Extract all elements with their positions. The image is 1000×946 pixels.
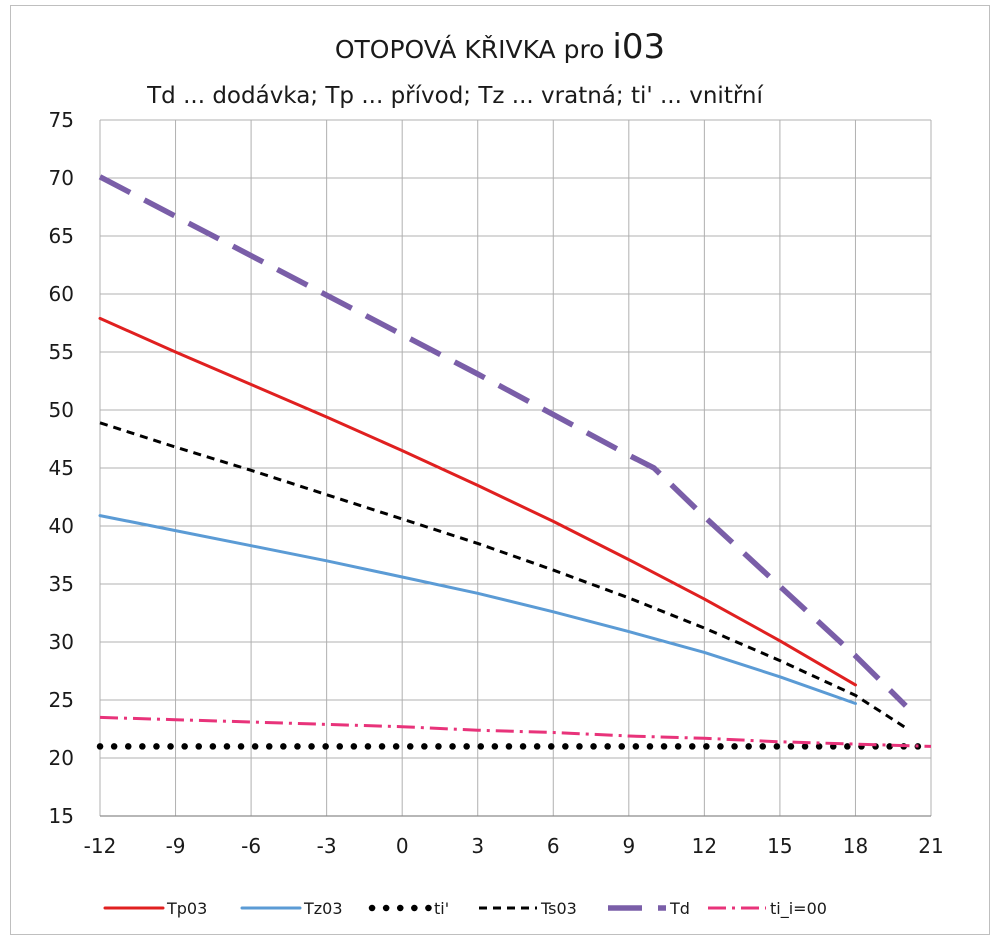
tick-labels: -12 -9 -6 -3 0 3 6 9 12 15 18 21 15 20 25 30 35 40 45 50 55 6… bbox=[49, 108, 944, 858]
legend-label-4: Td bbox=[669, 899, 690, 918]
y-tick-label-3: 30 bbox=[49, 630, 74, 654]
chart-title: OTOPOVÁ KŘIVKA pro i03 bbox=[335, 27, 665, 67]
legend: Tp03 Tz03 ti' Ts03 Td ti_i=00 bbox=[103, 899, 827, 919]
y-tick-label-7: 50 bbox=[49, 398, 74, 422]
legend-label-3: Ts03 bbox=[540, 899, 577, 918]
y-tick-label-12: 75 bbox=[49, 108, 74, 132]
y-tick-label-0: 15 bbox=[49, 804, 74, 828]
x-tick-label-1: -9 bbox=[166, 834, 186, 858]
series-lines bbox=[96, 174, 935, 750]
y-tick-label-5: 40 bbox=[49, 514, 74, 538]
x-tick-label-10: 18 bbox=[843, 834, 868, 858]
x-tick-label-11: 21 bbox=[918, 834, 943, 858]
series-line-ts03 bbox=[99, 421, 907, 730]
x-tick-label-7: 9 bbox=[622, 834, 635, 858]
series-line-tz03 bbox=[98, 514, 857, 705]
chart-title-prefix: OTOPOVÁ KŘIVKA pro bbox=[335, 35, 613, 64]
x-tick-label-2: -6 bbox=[241, 834, 261, 858]
y-tick-label-4: 35 bbox=[49, 572, 74, 596]
y-tick-label-9: 60 bbox=[49, 282, 74, 306]
x-tick-label-0: -12 bbox=[84, 834, 117, 858]
chart-subtitle: Td ... dodávka; Tp ... přívod; Tz ... vr… bbox=[146, 83, 763, 109]
grid-lines bbox=[99, 119, 932, 817]
series-line-ti-i-00 bbox=[99, 715, 932, 748]
y-tick-label-8: 55 bbox=[49, 340, 74, 364]
series-line-tp03 bbox=[98, 316, 857, 687]
x-tick-label-9: 15 bbox=[767, 834, 792, 858]
x-tick-label-4: 0 bbox=[396, 834, 409, 858]
x-tick-label-6: 6 bbox=[547, 834, 560, 858]
y-tick-label-10: 65 bbox=[49, 224, 74, 248]
legend-label-0: Tp03 bbox=[166, 899, 207, 918]
y-tick-label-6: 45 bbox=[49, 456, 74, 480]
y-tick-label-1: 20 bbox=[49, 746, 74, 770]
legend-label-2: ti' bbox=[434, 899, 449, 918]
x-tick-label-3: -3 bbox=[317, 834, 337, 858]
y-tick-label-11: 70 bbox=[49, 166, 74, 190]
legend-label-1: Tz03 bbox=[303, 899, 343, 918]
series-line-td bbox=[98, 174, 908, 708]
chart-frame bbox=[10, 5, 990, 935]
x-tick-label-8: 12 bbox=[692, 834, 717, 858]
y-tick-label-2: 25 bbox=[49, 688, 74, 712]
legend-label-5: ti_i=00 bbox=[770, 899, 827, 919]
x-tick-label-5: 3 bbox=[471, 834, 484, 858]
chart-title-emph: i03 bbox=[612, 27, 665, 67]
